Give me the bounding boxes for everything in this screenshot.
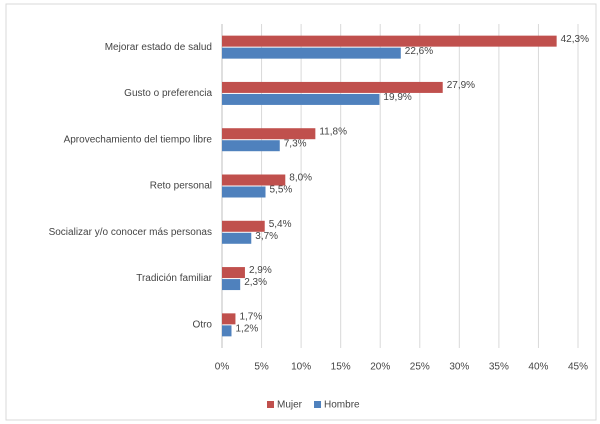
x-tick-label: 30% [449, 362, 469, 373]
bar [222, 279, 241, 291]
data-label: 11,8% [319, 126, 347, 137]
data-label: 1,7% [239, 311, 262, 322]
data-label: 22,6% [405, 46, 433, 57]
y-tick-label: Socializar y/o conocer más personas [49, 227, 212, 238]
x-tick-label: 20% [370, 362, 390, 373]
y-tick-label: Otro [193, 319, 213, 330]
legend-swatch [314, 401, 322, 408]
legend-label: Hombre [324, 400, 360, 411]
data-label: 42,3% [561, 34, 589, 45]
y-tick-label: Mejorar estado de salud [105, 42, 212, 53]
data-label: 1,2% [235, 323, 258, 334]
bar [222, 47, 401, 59]
x-tick-label: 0% [215, 362, 230, 373]
bar [222, 93, 380, 105]
bar [222, 174, 286, 186]
data-label: 2,3% [244, 277, 267, 288]
x-tick-label: 10% [291, 362, 311, 373]
bar [222, 81, 443, 93]
legend-swatch [267, 401, 274, 408]
bar [222, 313, 236, 325]
legend-label: Mujer [277, 400, 303, 411]
bar [222, 128, 316, 140]
y-tick-label: Aprovechamiento del tiempo libre [64, 134, 213, 145]
y-tick-label: Reto personal [150, 181, 212, 192]
bar [222, 267, 245, 279]
x-tick-label: 5% [254, 362, 269, 373]
y-tick-label: Gusto o preferencia [124, 88, 212, 99]
bar [222, 140, 280, 152]
x-tick-label: 40% [528, 362, 548, 373]
data-label: 19,9% [383, 92, 411, 103]
chart-frame [5, 3, 597, 421]
data-label: 27,9% [447, 80, 475, 91]
x-tick-label: 25% [410, 362, 430, 373]
data-label: 8,0% [289, 173, 312, 184]
data-label: 5,5% [270, 185, 293, 196]
x-tick-label: 45% [568, 362, 588, 373]
bar [222, 35, 557, 47]
bar [222, 220, 265, 232]
data-label: 2,9% [249, 265, 272, 276]
bar [222, 325, 232, 337]
data-label: 3,7% [255, 231, 278, 242]
x-tick-label: 35% [489, 362, 509, 373]
x-tick-label: 15% [331, 362, 351, 373]
y-tick-label: Tradición familiar [136, 273, 212, 284]
data-label: 7,3% [284, 138, 307, 149]
bar [222, 232, 252, 244]
bar [222, 186, 266, 198]
data-label: 5,4% [269, 219, 292, 230]
